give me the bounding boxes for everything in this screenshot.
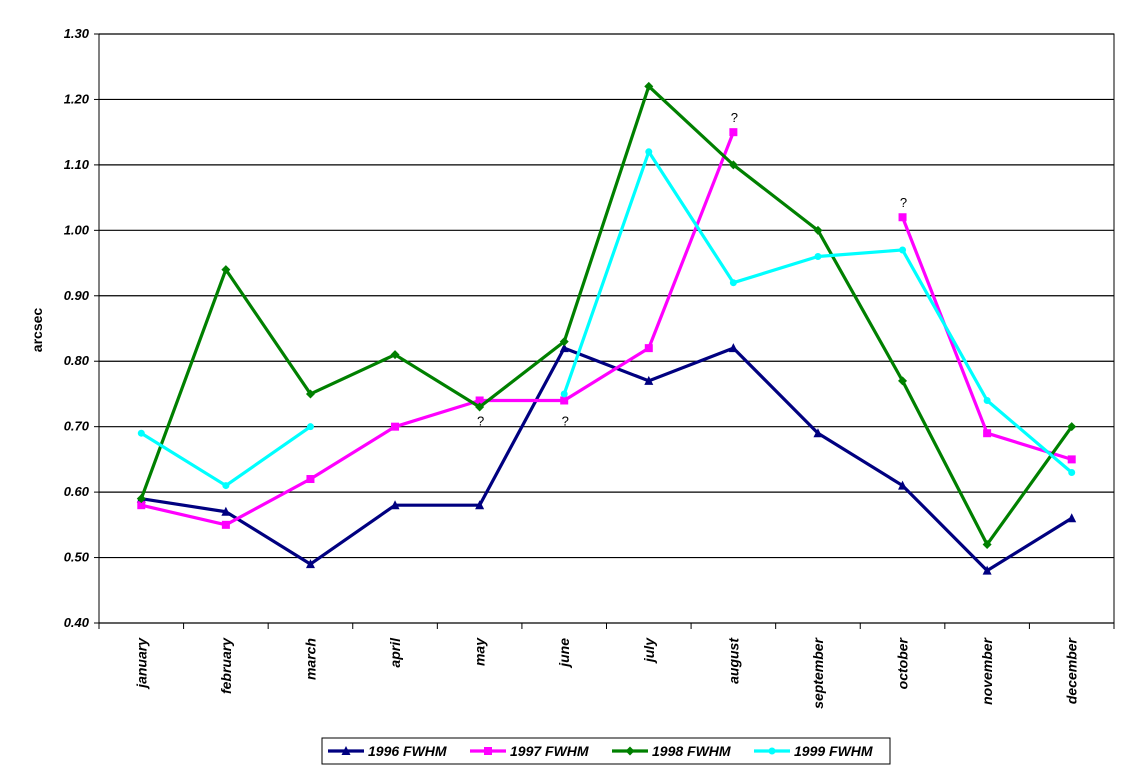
data-point (137, 501, 146, 510)
series-1999-fwhm (137, 148, 1076, 490)
data-point (814, 253, 822, 261)
data-point (560, 396, 569, 405)
data-point (1067, 422, 1077, 432)
legend-label: 1996 FWHM (368, 743, 447, 759)
series-layer (136, 81, 1077, 575)
data-point (221, 265, 231, 275)
data-point (644, 344, 653, 353)
legend-item: 1996 FWHM (328, 743, 447, 759)
legend-box (321, 737, 891, 765)
data-point (391, 422, 400, 431)
series-1997-fwhm (137, 128, 1076, 529)
y-tick-label: 1.30 (64, 26, 90, 41)
data-point (1067, 455, 1076, 464)
legend: 1996 FWHM 1997 FWHM 1998 FWHM 1999 FWHM (321, 737, 891, 765)
data-point (898, 213, 907, 222)
x-tick-label: june (556, 638, 572, 669)
data-point (559, 343, 569, 353)
legend-swatch-marker (341, 746, 351, 755)
data-point (898, 480, 908, 490)
y-axis-title-layer: arcsec (29, 308, 45, 353)
data-point (221, 520, 230, 529)
data-point (645, 148, 653, 156)
legend-label: 1998 FWHM (652, 743, 731, 759)
y-axis-label: arcsec (29, 308, 45, 353)
data-point (475, 402, 485, 412)
data-point (644, 375, 654, 385)
data-point (305, 559, 315, 569)
data-point (983, 429, 992, 438)
y-tick-label: 1.00 (64, 222, 90, 237)
series-1998-fwhm (136, 81, 1077, 549)
data-point (1067, 513, 1077, 523)
series-line (139, 84, 1074, 547)
data-point (982, 539, 992, 549)
axis-layer: 0.40 0.50 0.60 0.70 0.80 0.90 1.00 1.10 1.20 1.30… (64, 26, 1115, 709)
data-point (475, 396, 484, 405)
data-point (137, 429, 145, 437)
data-point (305, 389, 315, 399)
x-tick-label: may (472, 637, 488, 666)
legend-swatch-marker (484, 747, 492, 755)
x-tick-label: february (218, 637, 234, 694)
annotation-question-mark: ? (562, 413, 569, 428)
x-tick-label: april (387, 637, 403, 668)
data-point (729, 128, 738, 137)
legend-label: 1999 FWHM (794, 743, 873, 759)
data-point (306, 475, 315, 484)
y-tick-label: 0.90 (64, 288, 90, 303)
y-tick-label: 0.40 (64, 615, 90, 630)
data-point (898, 376, 908, 386)
x-tick-label: march (302, 638, 318, 680)
y-tick-label: 0.80 (64, 353, 90, 368)
y-tick-label: 0.50 (64, 550, 90, 565)
legend-label: 1997 FWHM (510, 743, 589, 759)
data-point (813, 428, 823, 438)
plot-area (98, 33, 1115, 624)
data-point (390, 500, 400, 510)
data-point (983, 396, 991, 404)
data-point (728, 160, 738, 170)
data-point (221, 506, 231, 516)
annotation-question-mark: ? (477, 413, 484, 428)
annotation-layer: ???? (477, 110, 907, 428)
data-point (136, 494, 146, 504)
data-point (559, 337, 569, 347)
series-line (140, 131, 735, 527)
legend-item: 1998 FWHM (612, 743, 731, 759)
x-tick-label: august (725, 637, 741, 684)
data-point (222, 482, 230, 490)
y-tick-label: 0.70 (64, 419, 90, 434)
y-tick-label: 1.10 (64, 157, 90, 172)
x-tick-label: july (641, 637, 657, 664)
legend-swatch-marker (768, 747, 776, 755)
data-point (644, 81, 654, 91)
data-point (560, 390, 568, 398)
legend-item: 1999 FWHM (754, 743, 873, 759)
x-tick-label: october (895, 636, 911, 689)
data-point (475, 500, 485, 510)
data-point (813, 225, 823, 235)
y-tick-label: 0.60 (64, 484, 90, 499)
annotation-question-mark: ? (731, 110, 738, 125)
data-point (728, 343, 738, 353)
annotation-question-mark: ? (900, 195, 907, 210)
legend-item: 1997 FWHM (470, 743, 589, 759)
y-tick-label: 1.20 (64, 91, 90, 106)
data-point (899, 246, 907, 254)
grid-layer (98, 33, 1115, 624)
data-point (982, 565, 992, 575)
series-line (141, 346, 1073, 573)
x-tick-label: december (1064, 636, 1080, 704)
data-point (390, 350, 400, 360)
data-point (729, 279, 737, 287)
data-point (1068, 468, 1076, 476)
data-point (306, 423, 314, 431)
x-tick-label: january (133, 637, 149, 690)
x-tick-label: november (979, 636, 995, 704)
legend-swatch-marker (625, 746, 635, 756)
x-tick-label: september (810, 636, 826, 708)
